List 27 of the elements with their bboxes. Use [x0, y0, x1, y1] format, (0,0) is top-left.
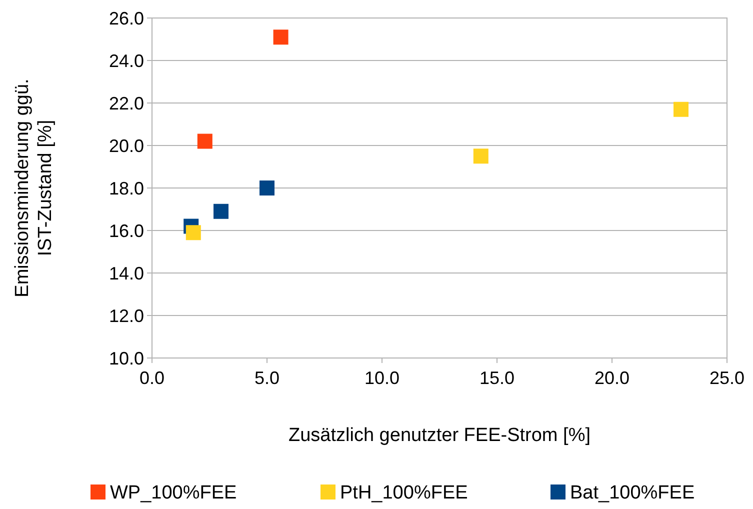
- legend-label: Bat_100%FEE: [570, 482, 695, 504]
- y-tick-label: 24.0: [108, 50, 144, 71]
- x-tick-label: 5.0: [254, 368, 280, 388]
- x-tick-label: 10.0: [364, 368, 400, 388]
- x-tick-label: 20.0: [594, 368, 630, 388]
- point: [674, 102, 688, 117]
- y-tick-label: 18.0: [108, 178, 144, 198]
- point: [197, 134, 212, 149]
- legend-label: WP_100%FEE: [110, 482, 237, 504]
- point: [186, 225, 201, 240]
- y-tick-label: 20.0: [108, 136, 144, 156]
- y-tick-label: 26.0: [108, 8, 144, 28]
- point: [273, 30, 288, 45]
- point: [473, 148, 488, 164]
- y-tick-label: 14.0: [108, 263, 144, 284]
- x-axis-title: Zusätzlich genutzter FEE-Strom [%]: [288, 425, 590, 446]
- x-tick-label: 0.0: [139, 368, 165, 388]
- legend-label: PtH_100%FEE: [340, 482, 468, 504]
- point: [260, 180, 274, 196]
- y-tick-label: 12.0: [108, 306, 144, 326]
- x-tick-label: 15.0: [479, 368, 515, 388]
- y-tick-label: 16.0: [108, 220, 144, 241]
- y-tick-label: 10.0: [108, 348, 144, 368]
- y-axis-title: Emissionsminderung ggü. IST-Zustand [%]: [12, 78, 56, 298]
- point: [214, 204, 228, 219]
- x-tick-label: 25.0: [709, 368, 745, 388]
- y-tick-label: 22.0: [108, 93, 144, 114]
